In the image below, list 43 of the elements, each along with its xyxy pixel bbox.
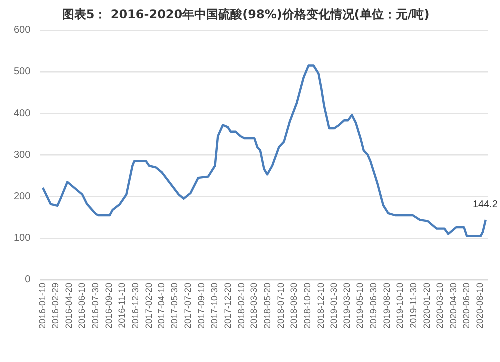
x-tick-label: 2018-10-20	[302, 282, 312, 330]
y-tick-label: 500	[14, 66, 32, 78]
y-tick-label: 600	[14, 25, 32, 36]
x-tick-label: 2019-06-30	[368, 282, 379, 330]
x-tick-label: 2017-05-30	[170, 282, 180, 330]
x-tick-label: 2019-11-30	[408, 282, 419, 328]
x-tick-label: 2019-05-10	[355, 282, 366, 330]
x-tick-label: 2019-03-20	[342, 282, 352, 330]
x-tick-label: 2018-05-20	[262, 282, 272, 330]
y-tick-label: 400	[14, 108, 32, 120]
y-tick-label: 200	[14, 192, 32, 203]
x-tick-label: 2019-01-30	[329, 282, 340, 330]
data-label: 144.2	[472, 200, 498, 211]
x-tick-label: 2020-04-30	[448, 282, 458, 330]
x-tick-label: 2020-01-20	[422, 282, 432, 330]
x-tick-label: 2016-07-30	[90, 282, 100, 330]
x-tick-label: 2017-04-10	[156, 282, 167, 330]
chart-title: 图表5： 2016-2020年中国硫酸(98%)价格变化情况(单位：元/吨)	[62, 7, 430, 22]
x-tick-label: 2018-07-10	[276, 282, 286, 330]
x-tick-label: 2019-10-10	[395, 282, 406, 330]
x-tick-label: 2016-04-20	[64, 282, 74, 330]
x-tick-label: 2016-11-10	[117, 282, 128, 328]
x-tick-label: 2016-06-10	[77, 282, 88, 330]
y-tick-label: 0	[25, 274, 32, 286]
x-tick-label: 2017-09-10	[196, 282, 207, 330]
y-tick-label: 100	[14, 233, 32, 244]
x-tick-label: 2016-09-20	[104, 282, 114, 330]
x-tick-label: 2018-02-10	[236, 282, 247, 330]
x-tick-label: 2017-12-20	[223, 282, 234, 330]
x-tick-label: 2016-02-29	[50, 282, 61, 330]
x-tick-label: 2017-07-20	[183, 282, 194, 330]
x-tick-label: 2018-12-10	[316, 282, 326, 330]
y-tick-label: 300	[14, 150, 32, 161]
x-tick-label: 2016-12-30	[130, 282, 140, 330]
x-tick-label: 2017-10-30	[210, 282, 220, 330]
x-tick-label: 2018-08-30	[289, 282, 300, 330]
x-tick-label: 2020-03-10	[434, 282, 445, 330]
x-tick-label: 2020-06-20	[462, 282, 472, 330]
x-tick-label: 2018-03-30	[249, 282, 260, 330]
x-tick-label: 2019-08-20	[382, 282, 392, 330]
x-tick-label: 2017-02-20	[144, 282, 154, 330]
x-tick-label: 2020-08-10	[474, 282, 485, 330]
x-tick-label: 2016-01-10	[38, 282, 48, 330]
